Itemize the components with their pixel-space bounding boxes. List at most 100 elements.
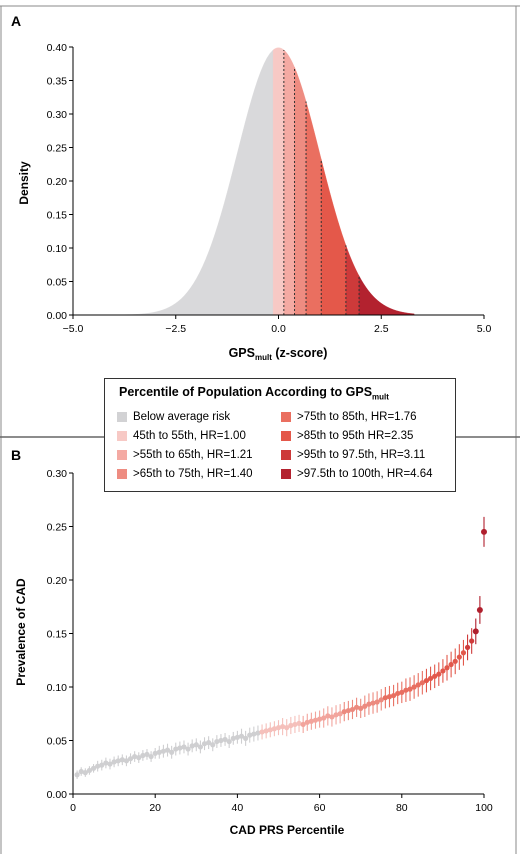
data-point xyxy=(226,738,232,745)
legend-item: >75th to 85th, HR=1.76 xyxy=(281,411,417,423)
data-point xyxy=(238,733,245,739)
data-point xyxy=(132,753,138,760)
data-point xyxy=(181,744,187,750)
legend-item: 45th to 55th, HR=1.00 xyxy=(117,430,246,442)
legend-swatch xyxy=(117,431,127,441)
data-point xyxy=(386,694,393,700)
data-point xyxy=(160,748,167,754)
data-point xyxy=(263,728,269,734)
legend-swatch xyxy=(281,431,291,441)
data-point xyxy=(456,654,462,660)
y-tick-label-5: 0.25 xyxy=(47,143,68,155)
data-point xyxy=(173,746,179,752)
data-point xyxy=(185,746,191,752)
legend-label: >65th to 75th, HR=1.40 xyxy=(133,468,253,480)
x-tick-label-0: 0 xyxy=(70,802,76,814)
data-point xyxy=(271,726,277,732)
legend-label: >75th to 85th, HR=1.76 xyxy=(297,411,417,423)
y-tick-label-8: 0.40 xyxy=(47,42,68,54)
legend-swatch xyxy=(117,469,127,479)
data-point xyxy=(411,684,417,690)
prevalence-plot: 0.00 0.05 0.10 0.15 0.20 0.25 0.30 0 20 40 60 80 100 xyxy=(47,468,493,814)
data-point xyxy=(247,732,253,738)
y-tick-label-2: 0.10 xyxy=(47,243,68,255)
panel-b-xlabel: CAD PRS Percentile xyxy=(230,823,345,837)
data-point xyxy=(107,761,113,767)
y-tick-label-6: 0.30 xyxy=(47,468,68,480)
data-point xyxy=(296,720,302,726)
data-point xyxy=(90,765,97,771)
legend-label: Below average risk xyxy=(133,411,231,423)
data-point xyxy=(469,638,475,644)
density-region-1 xyxy=(272,47,285,316)
legend-label: 45th to 55th, HR=1.00 xyxy=(133,430,246,442)
data-point xyxy=(304,719,310,725)
data-point xyxy=(119,757,125,763)
x-tick-label-0: −5.0 xyxy=(63,323,84,335)
data-point xyxy=(111,759,117,765)
data-point xyxy=(362,703,368,709)
density-region-3 xyxy=(294,67,307,316)
data-point xyxy=(95,763,101,769)
data-point xyxy=(366,701,372,707)
data-point xyxy=(440,668,446,674)
data-point xyxy=(206,740,212,746)
data-point xyxy=(374,699,380,705)
data-point xyxy=(152,750,158,756)
x-tick-label-2: 0.0 xyxy=(271,323,286,335)
data-point xyxy=(382,695,388,701)
data-point xyxy=(169,749,175,755)
legend-swatch xyxy=(117,412,127,422)
data-point xyxy=(222,736,228,743)
data-point xyxy=(189,743,195,749)
legend-swatch xyxy=(281,469,291,479)
data-point xyxy=(218,737,224,744)
legend-swatch xyxy=(281,450,291,460)
data-point xyxy=(448,661,454,668)
data-point xyxy=(460,650,467,656)
data-point xyxy=(115,758,121,764)
data-point xyxy=(243,735,249,741)
data-point xyxy=(230,735,236,741)
data-point xyxy=(341,709,347,715)
data-point xyxy=(103,760,109,766)
x-tick-label-5: 100 xyxy=(475,802,493,814)
data-point xyxy=(308,718,314,724)
data-point xyxy=(280,723,286,730)
data-point xyxy=(292,721,298,728)
data-point xyxy=(148,753,154,760)
density-region-6 xyxy=(345,245,360,316)
data-point xyxy=(99,762,105,768)
legend-swatch xyxy=(281,412,291,422)
data-point xyxy=(140,752,146,759)
data-point xyxy=(300,721,306,728)
density-region-4 xyxy=(305,101,322,316)
data-point xyxy=(275,725,282,731)
legend-label: >97.5th to 100th, HR=4.64 xyxy=(297,468,433,480)
data-point xyxy=(481,528,487,535)
data-point xyxy=(86,767,93,774)
panel-b-ylabel: Prevalence of CAD xyxy=(14,578,28,686)
data-point xyxy=(472,628,479,635)
data-point xyxy=(123,758,130,764)
data-point xyxy=(144,751,150,758)
data-point xyxy=(197,744,204,750)
legend-label: >95th to 97.5th, HR=3.11 xyxy=(297,449,426,461)
y-tick-label-6: 0.30 xyxy=(47,109,68,121)
data-point xyxy=(349,706,356,713)
data-point xyxy=(325,713,331,719)
data-point xyxy=(337,711,343,717)
data-point xyxy=(423,677,430,684)
data-point xyxy=(415,682,421,688)
data-point xyxy=(78,768,84,775)
panel-a-xlabel: GPSmult (z-score) xyxy=(229,346,328,362)
data-point xyxy=(234,734,240,740)
x-tick-label-1: −2.5 xyxy=(165,323,186,335)
legend-item: >95th to 97.5th, HR=3.11 xyxy=(281,449,425,461)
data-point xyxy=(333,712,339,718)
data-point xyxy=(403,687,409,693)
data-point xyxy=(82,770,88,776)
legend-label: >85th to 95th HR=2.35 xyxy=(297,430,414,442)
y-tick-label-7: 0.35 xyxy=(47,76,68,88)
x-tick-label-1: 20 xyxy=(149,802,161,814)
